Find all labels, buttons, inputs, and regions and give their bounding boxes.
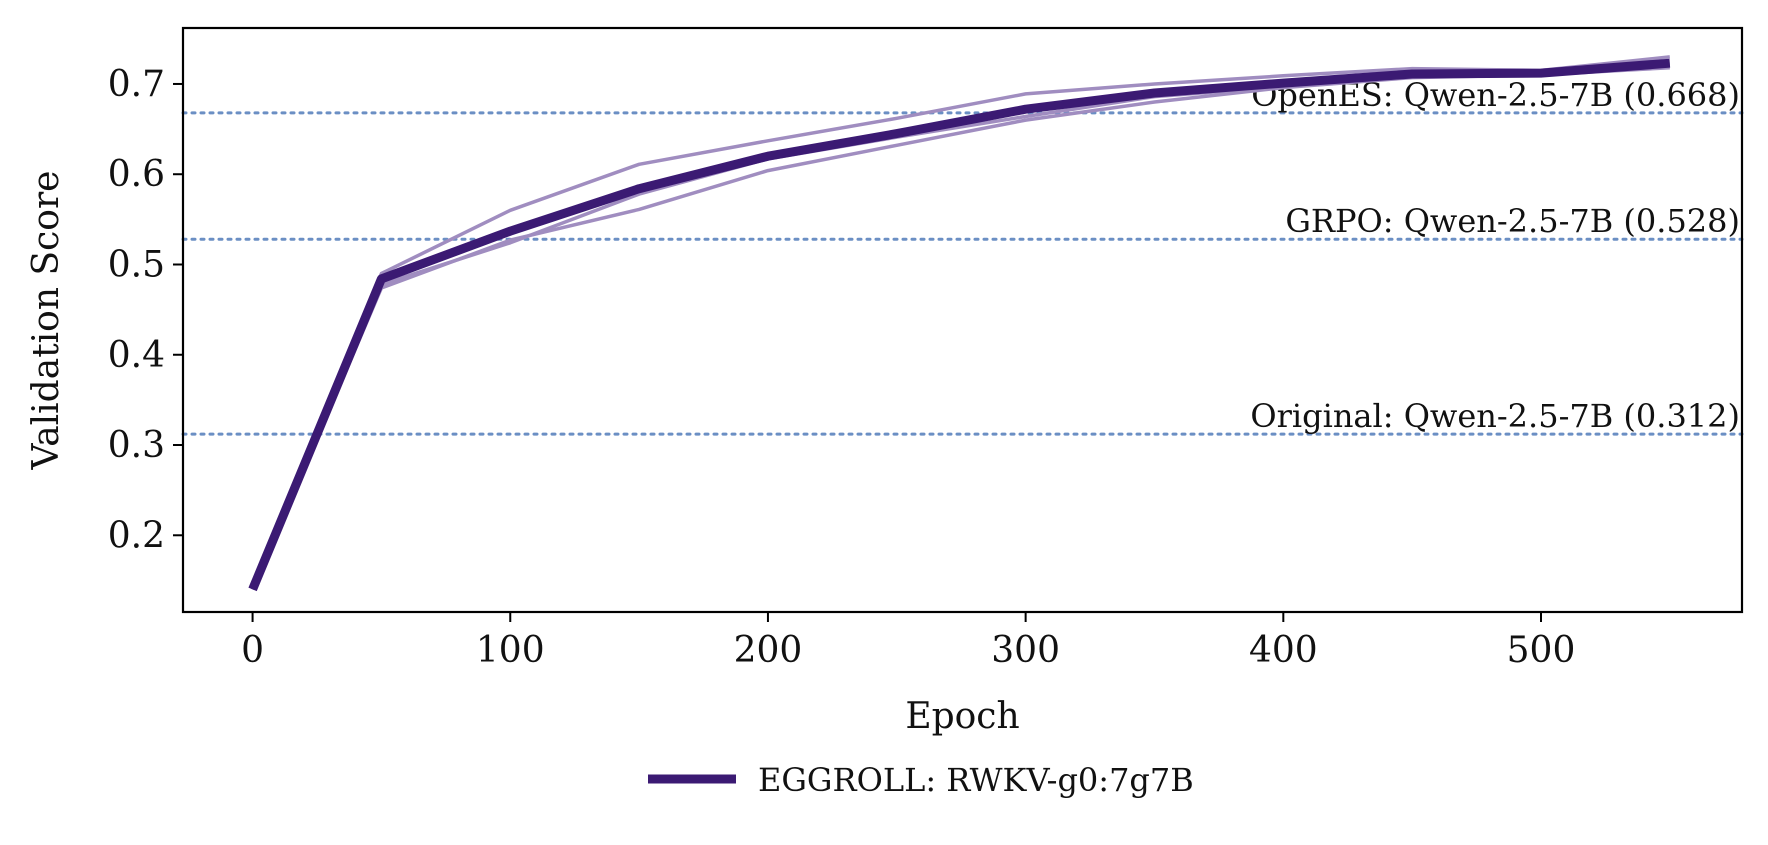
- y-tick-label: 0.3: [108, 425, 165, 466]
- y-tick-label: 0.5: [108, 244, 165, 285]
- series-lines: [248, 55, 1671, 592]
- x-tick-label: 500: [1507, 630, 1576, 671]
- legend: EGGROLL: RWKV-g0:7g7B: [648, 761, 1194, 799]
- series-line-eggroll-run: [250, 62, 1670, 591]
- x-tick-label: 100: [476, 630, 545, 671]
- reference-line-label: Original: Qwen-2.5-7B (0.312): [1250, 397, 1740, 435]
- y-axis-title: Validation Score: [26, 171, 67, 471]
- reference-line-label: GRPO: Qwen-2.5-7B (0.528): [1285, 202, 1740, 240]
- legend-label: EGGROLL: RWKV-g0:7g7B: [758, 761, 1194, 799]
- series-line-eggroll-mean: [248, 58, 1671, 592]
- y-ticks: 0.2 0.3 0.4 0.5 0.6 0.7: [108, 64, 183, 556]
- y-tick-label: 0.2: [108, 515, 165, 556]
- x-tick-label: 400: [1249, 630, 1318, 671]
- x-tick-label: 300: [991, 630, 1060, 671]
- reference-lines: OpenES: Qwen-2.5-7B (0.668)GRPO: Qwen-2.…: [181, 76, 1744, 436]
- y-tick-label: 0.7: [108, 64, 165, 105]
- series-line-eggroll-run: [250, 55, 1670, 591]
- x-tick-label: 200: [734, 630, 803, 671]
- x-axis-title: Epoch: [905, 696, 1019, 737]
- x-ticks: 0 100 200 300 400 500: [241, 612, 1575, 671]
- series-line-eggroll-run: [250, 65, 1670, 591]
- y-tick-label: 0.6: [108, 154, 165, 195]
- plot-frame: [181, 26, 1744, 614]
- y-tick-label: 0.4: [108, 335, 165, 376]
- x-tick-label: 0: [241, 630, 264, 671]
